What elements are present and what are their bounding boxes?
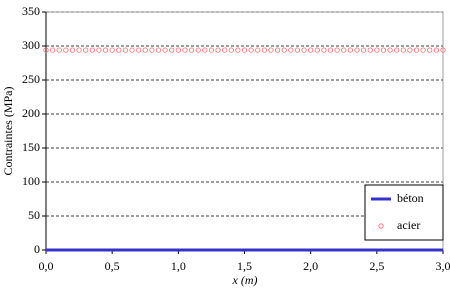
y-tick-label: 350 <box>22 4 40 18</box>
marker <box>89 47 95 53</box>
marker <box>169 47 175 53</box>
marker <box>427 47 433 53</box>
marker <box>241 47 248 53</box>
marker <box>56 47 62 53</box>
marker <box>96 47 102 53</box>
marker <box>50 47 56 53</box>
y-axis-label: Contraintes (MPa) <box>1 87 15 176</box>
marker <box>83 47 89 53</box>
marker <box>235 47 241 53</box>
legend-label: acier <box>397 218 420 232</box>
marker <box>76 47 82 53</box>
x-tick-label: 0,0 <box>39 259 54 273</box>
marker <box>274 47 281 53</box>
marker <box>228 47 234 53</box>
marker <box>136 47 142 53</box>
marker <box>420 47 426 53</box>
y-tick-label: 300 <box>22 38 40 52</box>
marker <box>43 47 49 53</box>
marker <box>182 47 188 53</box>
marker <box>433 47 439 53</box>
marker <box>149 47 155 53</box>
marker <box>314 47 320 53</box>
marker <box>440 47 446 53</box>
marker <box>122 47 129 53</box>
marker <box>367 47 373 53</box>
marker <box>69 47 76 53</box>
marker <box>222 47 228 53</box>
marker <box>195 47 201 53</box>
marker <box>208 47 215 53</box>
x-tick-label: 2,5 <box>369 259 384 273</box>
marker <box>380 47 387 53</box>
marker <box>394 47 400 53</box>
legend-label: béton <box>397 191 424 205</box>
marker <box>175 47 181 53</box>
marker <box>248 47 254 53</box>
marker <box>341 47 347 53</box>
marker <box>63 47 69 53</box>
x-tick-label: 1,5 <box>237 259 252 273</box>
y-tick-label: 100 <box>22 174 40 188</box>
marker <box>413 47 420 53</box>
y-tick-label: 250 <box>22 72 40 86</box>
marker <box>155 47 162 53</box>
x-tick-label: 0,5 <box>105 259 120 273</box>
marker <box>116 47 122 53</box>
marker <box>142 47 148 53</box>
marker <box>102 47 109 53</box>
y-tick-label: 200 <box>22 106 40 120</box>
marker <box>308 47 314 53</box>
marker <box>400 47 406 53</box>
x-tick-label: 2,0 <box>303 259 318 273</box>
marker <box>387 47 393 53</box>
marker <box>327 47 334 53</box>
legend-box <box>364 184 444 241</box>
marker <box>354 47 360 53</box>
legend-marker <box>378 223 384 229</box>
x-axis-label: x (m) <box>232 273 258 287</box>
y-tick-label: 0 <box>34 242 40 256</box>
marker <box>334 47 340 53</box>
marker <box>188 47 195 53</box>
marker <box>215 47 221 53</box>
marker <box>407 47 413 53</box>
marker <box>129 47 135 53</box>
marker <box>360 47 367 53</box>
y-tick-label: 150 <box>22 140 40 154</box>
marker <box>261 47 267 53</box>
marker <box>347 47 353 53</box>
marker <box>255 47 261 53</box>
marker <box>162 47 168 53</box>
x-tick-label: 3,0 <box>436 259 450 273</box>
marker <box>288 47 294 53</box>
marker <box>109 47 115 53</box>
x-tick-label: 1,0 <box>171 259 186 273</box>
marker <box>268 47 274 53</box>
y-tick-label: 50 <box>28 208 40 222</box>
marker <box>374 47 380 53</box>
marker <box>281 47 287 53</box>
marker <box>301 47 307 53</box>
marker <box>321 47 327 53</box>
marker <box>294 47 301 53</box>
marker <box>202 47 208 53</box>
